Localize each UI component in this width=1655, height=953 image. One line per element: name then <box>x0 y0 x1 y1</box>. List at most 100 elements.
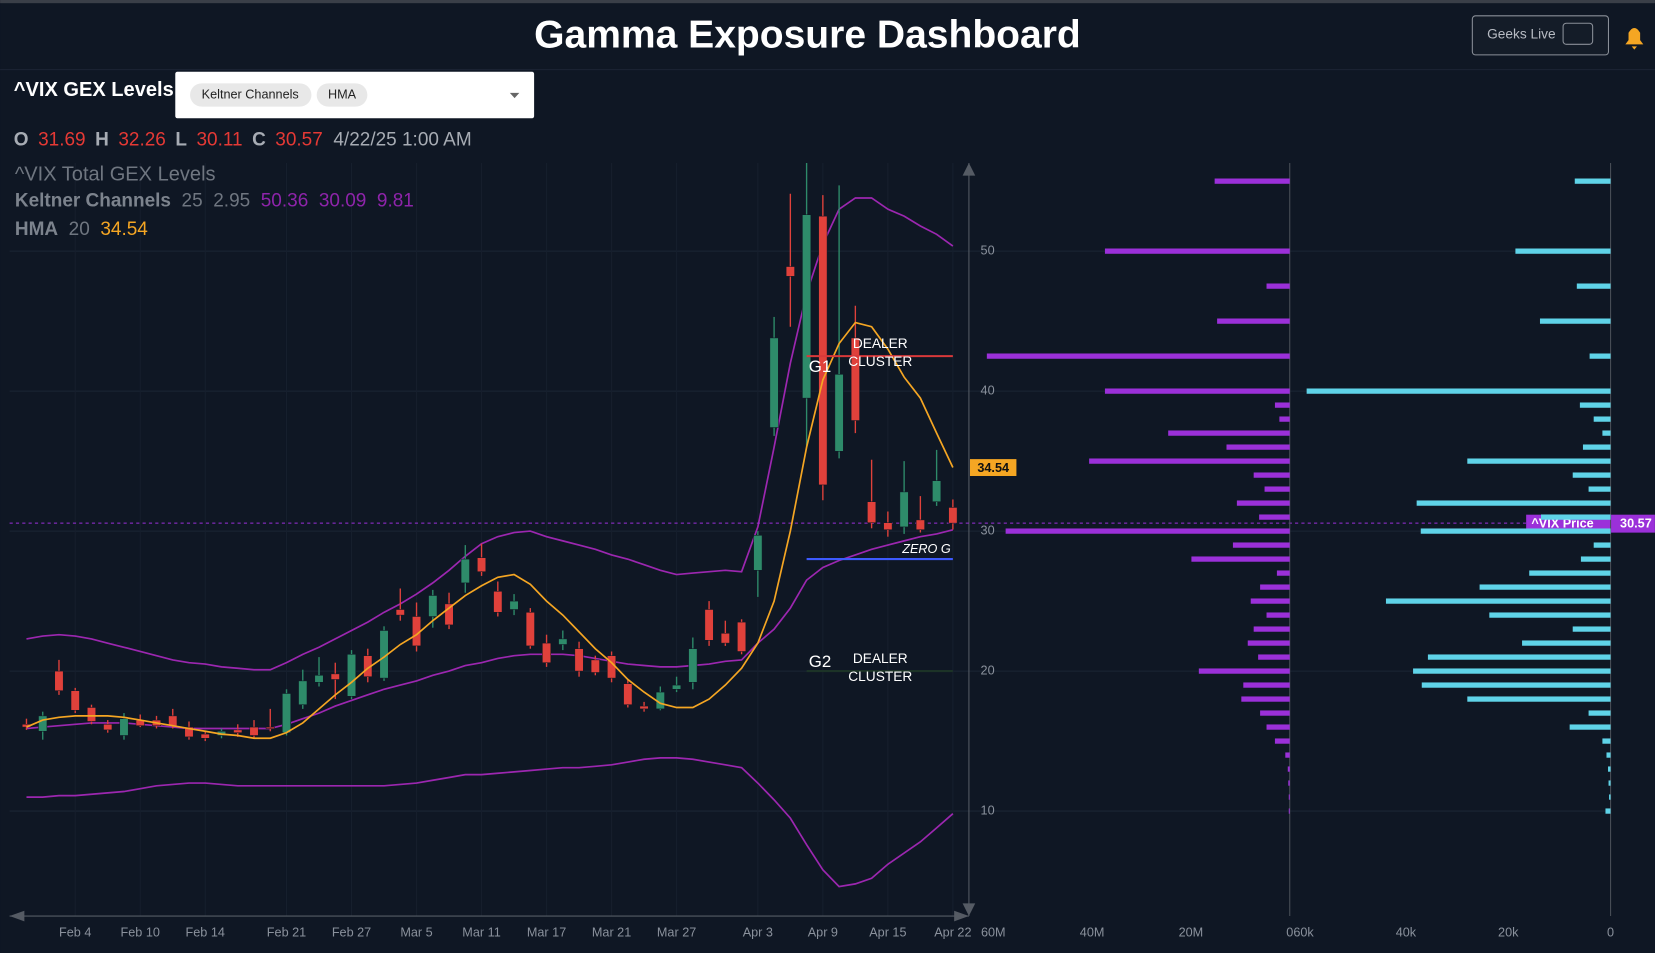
legend-param: 20 <box>69 219 90 240</box>
level-label: DEALER <box>853 651 908 666</box>
candle-body <box>899 491 909 528</box>
gex-bar <box>1574 178 1611 184</box>
legend-title: ^VIX Total GEX Levels <box>15 163 216 185</box>
x-tick-label: Feb 21 <box>267 925 306 939</box>
gex-bar <box>1421 682 1611 688</box>
candle-body <box>233 729 243 733</box>
chip-label[interactable]: Keltner Channels <box>202 87 299 101</box>
gex-bar <box>1606 752 1611 758</box>
legend-name: HMA <box>15 219 59 240</box>
gex-bar <box>1288 808 1290 814</box>
gex-bar <box>1572 472 1611 478</box>
candle-body <box>720 633 730 644</box>
level-label: DEALER <box>853 336 908 351</box>
gex-bar <box>1609 794 1611 800</box>
hma-tag <box>969 459 1017 476</box>
gex-bar <box>1602 738 1611 744</box>
button-icon[interactable] <box>1562 22 1594 45</box>
candle-body <box>200 733 210 739</box>
keltner-lower <box>26 757 954 888</box>
gex-bar <box>986 353 1290 359</box>
candle-body <box>249 726 259 736</box>
gex-bar <box>1489 612 1611 618</box>
candle-body <box>639 705 649 710</box>
ohlc-key: O <box>14 129 29 150</box>
candle-body <box>542 642 552 663</box>
gex-bar <box>1260 584 1290 590</box>
chip-label[interactable]: HMA <box>328 87 357 101</box>
gex-bar <box>1427 654 1611 660</box>
candle-body <box>525 612 535 647</box>
candle-body <box>103 724 113 731</box>
gex-bar <box>1572 626 1611 632</box>
geeks-live-button[interactable]: Geeks Live <box>1471 15 1610 56</box>
gex-bar <box>1279 416 1290 422</box>
x-tick-label: Feb 4 <box>59 925 91 939</box>
ohlc-value: 30.57 <box>275 129 323 150</box>
gex-bar <box>1602 430 1611 436</box>
y-tick-label: 50 <box>981 243 995 257</box>
x-tick-label: Feb 27 <box>332 925 371 939</box>
gex-bar <box>1593 416 1611 422</box>
candle-body <box>737 621 747 652</box>
gex-bar <box>1168 430 1290 436</box>
legend-value: 30.09 <box>319 191 367 212</box>
x-tick-label: Apr 3 <box>743 925 773 939</box>
candle-body <box>850 337 860 421</box>
gex-bar <box>1214 178 1290 184</box>
indicator-select[interactable]: Keltner Channels HMA <box>175 71 535 119</box>
gex-bar <box>1005 528 1290 534</box>
gex-bar <box>1259 514 1290 520</box>
gex-bar <box>1540 514 1611 520</box>
candle-body <box>298 680 308 705</box>
x-tick-label: 60M <box>981 925 1006 939</box>
hma-line <box>26 321 954 740</box>
candle-body <box>86 707 96 722</box>
candle-body <box>558 638 568 645</box>
legend-keltner: Keltner Channels 25 2.95 50.36 30.09 9.8… <box>15 191 414 212</box>
gex-bar <box>1104 248 1290 254</box>
y-tick-label: 30 <box>981 523 995 537</box>
gex-bar <box>1232 542 1290 548</box>
candle-body <box>70 690 80 711</box>
button-label[interactable]: Geeks Live <box>1487 26 1556 41</box>
x-tick-label: 0 <box>1286 925 1293 939</box>
gex-bar <box>1385 598 1611 604</box>
candle-body <box>574 648 584 672</box>
axis-arrow <box>962 903 976 917</box>
level-tag: G2 <box>809 652 832 671</box>
gex-bar <box>1582 444 1611 450</box>
gex-bar <box>1266 283 1290 289</box>
gex-bar <box>1529 570 1611 576</box>
candle-body <box>509 600 519 610</box>
gex-bar <box>1287 766 1290 772</box>
gex-bar <box>1467 458 1611 464</box>
level-tag: G1 <box>809 357 832 376</box>
candle-body <box>802 214 812 399</box>
legend-value: 50.36 <box>261 191 309 212</box>
gex-bar <box>1576 283 1611 289</box>
notification-bell[interactable] <box>1625 27 1644 50</box>
gex-bar <box>1276 570 1290 576</box>
gex-bar <box>1260 710 1290 716</box>
candle-body <box>688 648 698 683</box>
ohlc-value: 31.69 <box>38 129 86 150</box>
ohlc-readout: O 31.69 H 32.26 L 30.11 C 30.57 4/22/25 … <box>14 129 472 150</box>
button-frame[interactable] <box>1471 15 1610 56</box>
candle-body <box>867 501 877 523</box>
select-caret[interactable] <box>509 92 520 99</box>
gex-bar <box>1285 752 1290 758</box>
gex-bar <box>1236 500 1290 506</box>
gex-bar <box>1089 458 1290 464</box>
gex-bar <box>1253 626 1290 632</box>
candle-body <box>915 519 925 530</box>
x-tick-label: Mar 11 <box>462 925 500 939</box>
legend-value: 9.81 <box>377 191 414 212</box>
chip[interactable] <box>190 83 312 107</box>
chip[interactable] <box>316 83 368 107</box>
gex-bar <box>1247 640 1290 646</box>
x-tick-label: Feb 14 <box>186 925 225 939</box>
